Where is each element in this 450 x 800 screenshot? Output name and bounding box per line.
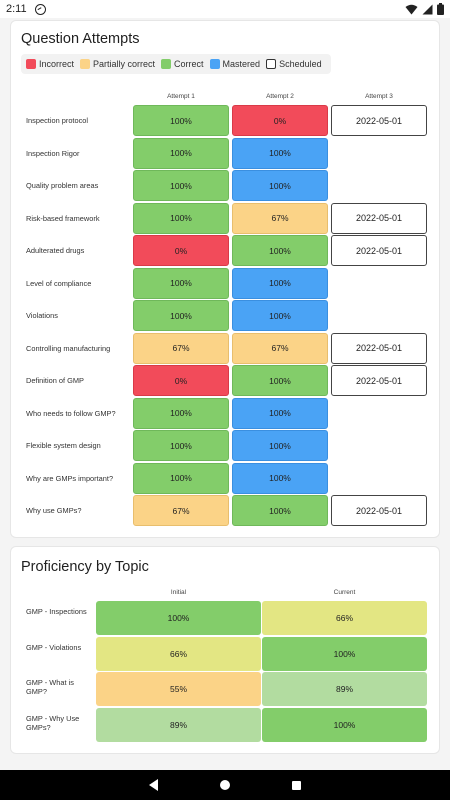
attempt-result-cell[interactable]: 100% [232,365,328,396]
column-header-current: Current [333,589,356,596]
attempt-result-cell[interactable]: 67% [133,495,229,526]
question-label: Inspection Rigor [26,148,80,158]
question-label: Why use GMPs? [26,506,82,515]
question-label: Violations [26,311,58,320]
legend-incorrect-label: Incorrect [39,59,75,69]
attempt-result-cell[interactable]: 100% [232,430,328,461]
attempt-result-cell[interactable]: 67% [232,202,328,234]
attempt-result-cell[interactable]: 100% [133,462,229,494]
attempt-result-cell[interactable]: 100% [232,495,328,526]
question-label: Definition of GMP [26,376,84,385]
recents-icon[interactable] [292,780,301,790]
column-header-attempt-3: Attempt 3 [365,93,393,100]
proficiency-current-cell: 100% [262,707,427,742]
attempt-result-cell[interactable]: 67% [232,332,328,364]
proficiency-initial-cell: 100% [96,601,261,635]
scheduled-date-cell[interactable]: 2022-05-01 [331,235,427,266]
home-icon[interactable] [220,780,230,790]
question-label: Why are GMPs important? [26,473,114,483]
proficiency-current-cell: 89% [262,672,427,706]
legend-incorrect: Incorrect [26,59,74,69]
status-bar: 2:11 [0,0,450,18]
question-label: Risk-based framework [26,213,100,223]
status-time: 2:11 [6,3,27,15]
legend-partial: Partially correct [80,59,155,69]
column-header-attempt-1: Attempt 1 [167,93,195,100]
question-label: Controlling manufacturing [26,343,111,353]
topic-label: GMP - What is GMP? [26,678,74,696]
question-label: Adulterated drugs [26,246,85,255]
attempt-result-cell[interactable]: 100% [133,202,229,234]
scheduled-date-cell[interactable]: 2022-05-01 [331,495,427,526]
legend-mastered-swatch [209,59,220,69]
attempt-result-cell[interactable]: 100% [133,430,229,461]
topic-label: GMP - Inspections [26,607,87,616]
legend-partial-swatch [80,59,91,69]
proficiency-current-cell: 66% [262,601,427,635]
attempt-result-cell[interactable]: 0% [133,365,229,396]
scheduled-date-cell[interactable]: 2022-05-01 [331,332,427,364]
legend-mastered: Mastered [209,59,261,69]
topic-label: GMP - Violations [26,642,82,652]
column-header-initial: Initial [170,589,187,596]
attempt-result-cell[interactable]: 100% [232,397,328,429]
scheduled-date-cell[interactable]: 2022-05-01 [331,105,427,136]
question-label: Flexible system design [26,441,101,450]
question-label: Level of compliance [26,278,92,288]
sync-circle-icon [34,3,46,15]
attempt-result-cell[interactable]: 100% [232,462,328,494]
proficiency-initial-cell: 66% [96,636,261,671]
attempt-result-cell[interactable]: 100% [133,300,229,331]
column-header-attempt-2: Attempt 2 [266,93,294,100]
scheduled-date-cell[interactable]: 2022-05-01 [331,365,427,396]
signal-icon [422,4,433,14]
attempt-result-cell[interactable]: 100% [232,300,328,331]
battery-icon [437,3,444,15]
legend-scheduled: Scheduled [266,59,322,69]
legend-correct-swatch [161,59,172,69]
topic-label: GMP - Why Use GMPs? [26,713,80,732]
legend-partial-label: Partially correct [93,59,156,69]
question-attempts-title: Question Attempts [21,31,140,47]
scheduled-date-cell[interactable]: 2022-05-01 [331,202,427,234]
legend-mastered-label: Mastered [222,59,261,69]
attempt-result-cell[interactable]: 100% [133,137,229,169]
proficiency-initial-cell: 89% [96,707,261,742]
legend-correct: Correct [161,59,204,69]
proficiency-current-cell: 100% [262,636,427,671]
attempt-result-cell[interactable]: 0% [232,105,328,136]
proficiency-title: Proficiency by Topic [21,559,149,575]
attempt-result-cell[interactable]: 100% [232,235,328,266]
question-label: Quality problem areas [26,181,99,190]
legend-correct-label: Correct [174,59,204,69]
screen-content: Question Attempts Incorrect Partially co… [0,18,450,770]
legend-scheduled-label: Scheduled [279,59,322,69]
question-label: Who needs to follow GMP? [26,408,116,418]
attempt-result-cell[interactable]: 100% [232,267,328,299]
attempt-result-cell[interactable]: 67% [133,332,229,364]
attempt-result-cell[interactable]: 100% [133,170,229,201]
attempt-result-cell[interactable]: 100% [133,397,229,429]
attempt-result-cell[interactable]: 0% [133,235,229,266]
legend: Incorrect Partially correct Correct Mast… [21,54,331,74]
attempt-result-cell[interactable]: 100% [133,105,229,136]
back-icon[interactable] [149,779,158,791]
question-label: Inspection protocol [26,116,89,125]
question-attempts-card: Question Attempts Incorrect Partially co… [10,20,440,538]
legend-scheduled-swatch [266,59,277,69]
navigation-bar [0,770,450,800]
proficiency-card: Proficiency by Topic Initial Current GMP -… [10,546,440,754]
legend-incorrect-swatch [26,59,36,69]
attempt-result-cell[interactable]: 100% [133,267,229,299]
attempt-result-cell[interactable]: 100% [232,170,328,201]
wifi-icon [405,4,418,14]
proficiency-initial-cell: 55% [96,672,261,706]
attempt-result-cell[interactable]: 100% [232,137,328,169]
